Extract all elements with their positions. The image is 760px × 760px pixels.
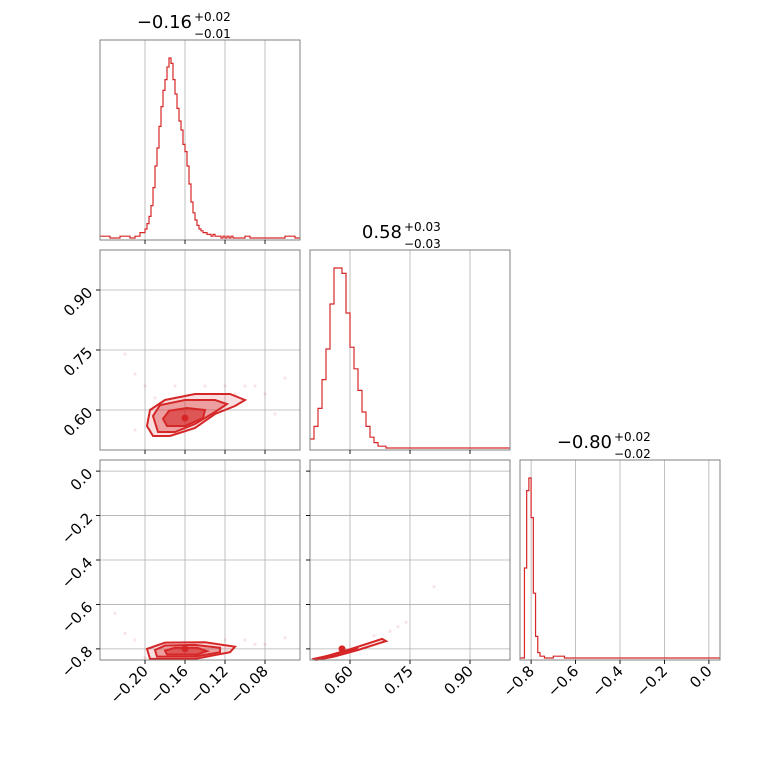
sample-point — [223, 384, 227, 388]
sample-point — [143, 656, 147, 660]
y-tick-label: −0.6 — [58, 598, 96, 636]
x-tick-label: 0.75 — [380, 662, 416, 698]
density-peak — [338, 645, 346, 653]
sample-point — [404, 620, 408, 624]
sample-point — [133, 638, 137, 642]
sample-point — [203, 384, 207, 388]
sample-point — [432, 585, 436, 589]
y-tick-label: −0.8 — [58, 643, 96, 681]
x-tick-label: −0.8 — [499, 662, 537, 700]
grid — [349, 250, 471, 450]
pair-panel-0-1 — [99, 249, 301, 451]
sample-point — [388, 629, 392, 633]
y-tick-label: −0.4 — [58, 554, 96, 592]
y-tick-label: 0.0 — [67, 465, 97, 495]
hist-panel-1: 0.58 +0.03 −0.03 — [309, 220, 511, 451]
sample-point — [133, 428, 137, 432]
x-tick-label: −0.4 — [588, 662, 626, 700]
y-tick-label: 0.90 — [60, 284, 96, 320]
pair-panel-0-2 — [99, 459, 301, 661]
x-tick-label: 0.90 — [440, 662, 476, 698]
sample-point — [253, 384, 257, 388]
sample-point — [143, 384, 147, 388]
grid — [144, 40, 266, 240]
sample-point — [223, 638, 227, 642]
x-tick-label: −0.12 — [187, 662, 232, 707]
sample-point — [263, 392, 267, 396]
param-title-lower-0: −0.01 — [194, 27, 231, 41]
x-tick-label: −0.08 — [227, 662, 272, 707]
x-tick-label: −0.16 — [147, 662, 192, 707]
sample-point — [253, 642, 257, 647]
sample-point — [263, 642, 267, 647]
param-title-lower-1: −0.03 — [404, 237, 441, 251]
sample-point — [243, 384, 247, 388]
param-title-2: −0.80 — [557, 432, 612, 453]
y-tick-label: 0.60 — [60, 404, 96, 440]
sample-point — [283, 636, 287, 640]
x-tick-label: 0.0 — [686, 662, 716, 692]
density-peak — [181, 645, 189, 653]
param-title-0: −0.16 — [137, 12, 192, 33]
param-title-upper-0: +0.02 — [194, 10, 231, 24]
sample-point — [153, 396, 157, 400]
sample-point — [123, 631, 127, 635]
grid — [310, 460, 510, 660]
hist-panel-2: −0.80 +0.02 −0.02 — [519, 430, 721, 661]
param-title-lower-2: −0.02 — [614, 447, 651, 461]
param-title-upper-1: +0.03 — [404, 220, 441, 234]
sample-point — [396, 625, 400, 629]
y-tick-label: 0.75 — [60, 344, 96, 380]
sample-point — [273, 412, 277, 416]
histogram-series-0 — [100, 57, 300, 239]
hist-panel-0: −0.16 +0.02 −0.01 — [99, 10, 301, 241]
sample-point — [133, 372, 137, 376]
param-title-upper-2: +0.02 — [614, 430, 651, 444]
sample-point — [243, 638, 247, 642]
axes-frame — [99, 39, 301, 241]
sample-point — [123, 352, 127, 356]
x-tick-label: −0.2 — [633, 662, 671, 700]
x-tick-label: −0.20 — [107, 662, 152, 707]
pair-panel-1-2 — [309, 459, 511, 662]
histogram-series-1 — [310, 267, 510, 449]
x-tick-label: −0.6 — [544, 662, 582, 700]
histogram-series-2 — [520, 477, 720, 659]
sample-point — [372, 633, 376, 638]
x-tick-label: 0.60 — [320, 662, 356, 698]
sample-point — [283, 376, 287, 380]
sample-point — [113, 611, 117, 615]
y-tick-label: −0.2 — [58, 509, 96, 547]
grid — [100, 460, 300, 660]
sample-point — [173, 384, 177, 388]
density-peak — [181, 414, 189, 422]
param-title-1: 0.58 — [362, 222, 402, 243]
grid — [530, 460, 710, 660]
